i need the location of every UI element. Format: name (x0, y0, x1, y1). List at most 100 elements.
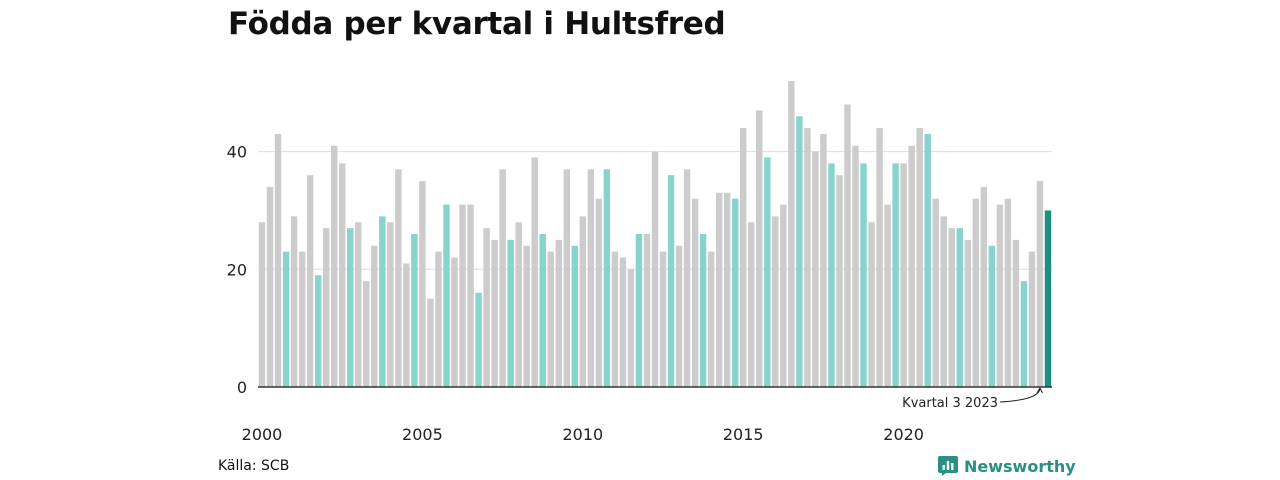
bar (403, 263, 410, 387)
bar (924, 133, 931, 387)
bar (619, 257, 627, 387)
bar (499, 169, 506, 387)
y-tick-label: 20 (227, 260, 247, 279)
bar (651, 151, 659, 387)
bar (1044, 210, 1052, 387)
bar (740, 128, 747, 387)
bar (748, 222, 755, 387)
bar (523, 245, 530, 387)
annotation-arrowhead (1036, 386, 1043, 394)
bar (395, 169, 402, 387)
bar (868, 222, 875, 387)
bar (956, 228, 963, 387)
bar (274, 133, 282, 387)
bar (1004, 198, 1012, 387)
bar (282, 251, 290, 387)
bar (1020, 281, 1028, 387)
bar (330, 145, 338, 387)
bar (451, 257, 458, 387)
bar (948, 228, 955, 387)
bar (571, 245, 579, 387)
x-tick-label: 2015 (723, 425, 764, 444)
bar (884, 204, 891, 387)
bar (788, 81, 795, 387)
bar (812, 151, 819, 387)
bar (780, 204, 787, 387)
bar (1036, 181, 1044, 387)
bar (555, 239, 562, 387)
bar (427, 298, 434, 387)
bar (699, 234, 707, 387)
bar (691, 198, 699, 387)
bar (363, 281, 370, 387)
bar (860, 163, 867, 387)
bar (796, 116, 803, 387)
chart-title: Födda per kvartal i Hultsfred (228, 6, 726, 42)
bar (322, 228, 330, 387)
newsworthy-logo-icon (938, 456, 958, 476)
bar (908, 145, 915, 387)
bar (515, 222, 522, 387)
bar (266, 186, 274, 387)
bar (459, 204, 466, 387)
brand-logo: Newsworthy (938, 456, 1076, 476)
bar (723, 192, 731, 387)
bar (539, 234, 546, 387)
bar (579, 216, 587, 387)
bar (531, 157, 538, 387)
bar (611, 251, 619, 387)
bar (756, 110, 763, 388)
bar (595, 198, 603, 387)
bar (844, 104, 851, 387)
bar (306, 175, 314, 387)
bar (707, 251, 715, 387)
bar (491, 239, 498, 387)
bar (467, 204, 474, 387)
bar (683, 169, 691, 387)
bar (435, 251, 442, 387)
brand-name: Newsworthy (964, 456, 1076, 476)
bar (675, 245, 683, 387)
annotation-label: Kvartal 3 2023 (902, 396, 998, 411)
bar (475, 292, 482, 387)
bar (932, 198, 939, 387)
bar (659, 251, 667, 387)
bar (667, 175, 675, 387)
bar (347, 228, 354, 387)
bar (820, 133, 827, 387)
bar (1012, 239, 1020, 387)
bar (892, 163, 899, 387)
bar (443, 204, 450, 387)
bar (355, 222, 362, 387)
bar (298, 251, 306, 387)
bar (643, 234, 651, 387)
bar (258, 222, 266, 387)
bar (563, 169, 570, 387)
bar (996, 204, 1004, 387)
bar (916, 128, 923, 387)
bar (804, 128, 811, 387)
bar (603, 169, 611, 387)
bar (1028, 251, 1036, 387)
bar (507, 239, 514, 387)
x-tick-label: 2010 (562, 425, 603, 444)
y-tick-label: 40 (227, 143, 247, 162)
bar (419, 181, 426, 387)
bar (972, 198, 980, 387)
bar (547, 251, 554, 387)
bar (371, 245, 378, 387)
bar (772, 216, 779, 387)
x-tick-label: 2020 (883, 425, 924, 444)
bar (900, 163, 907, 387)
bar (980, 186, 988, 387)
bar (627, 269, 635, 387)
annotation-arrow (999, 388, 1041, 403)
bar (411, 234, 418, 387)
bar (635, 234, 643, 387)
x-tick-label: 2005 (402, 425, 443, 444)
bar (836, 175, 843, 387)
bar (764, 157, 771, 387)
bar (876, 128, 883, 387)
bar (964, 239, 971, 387)
